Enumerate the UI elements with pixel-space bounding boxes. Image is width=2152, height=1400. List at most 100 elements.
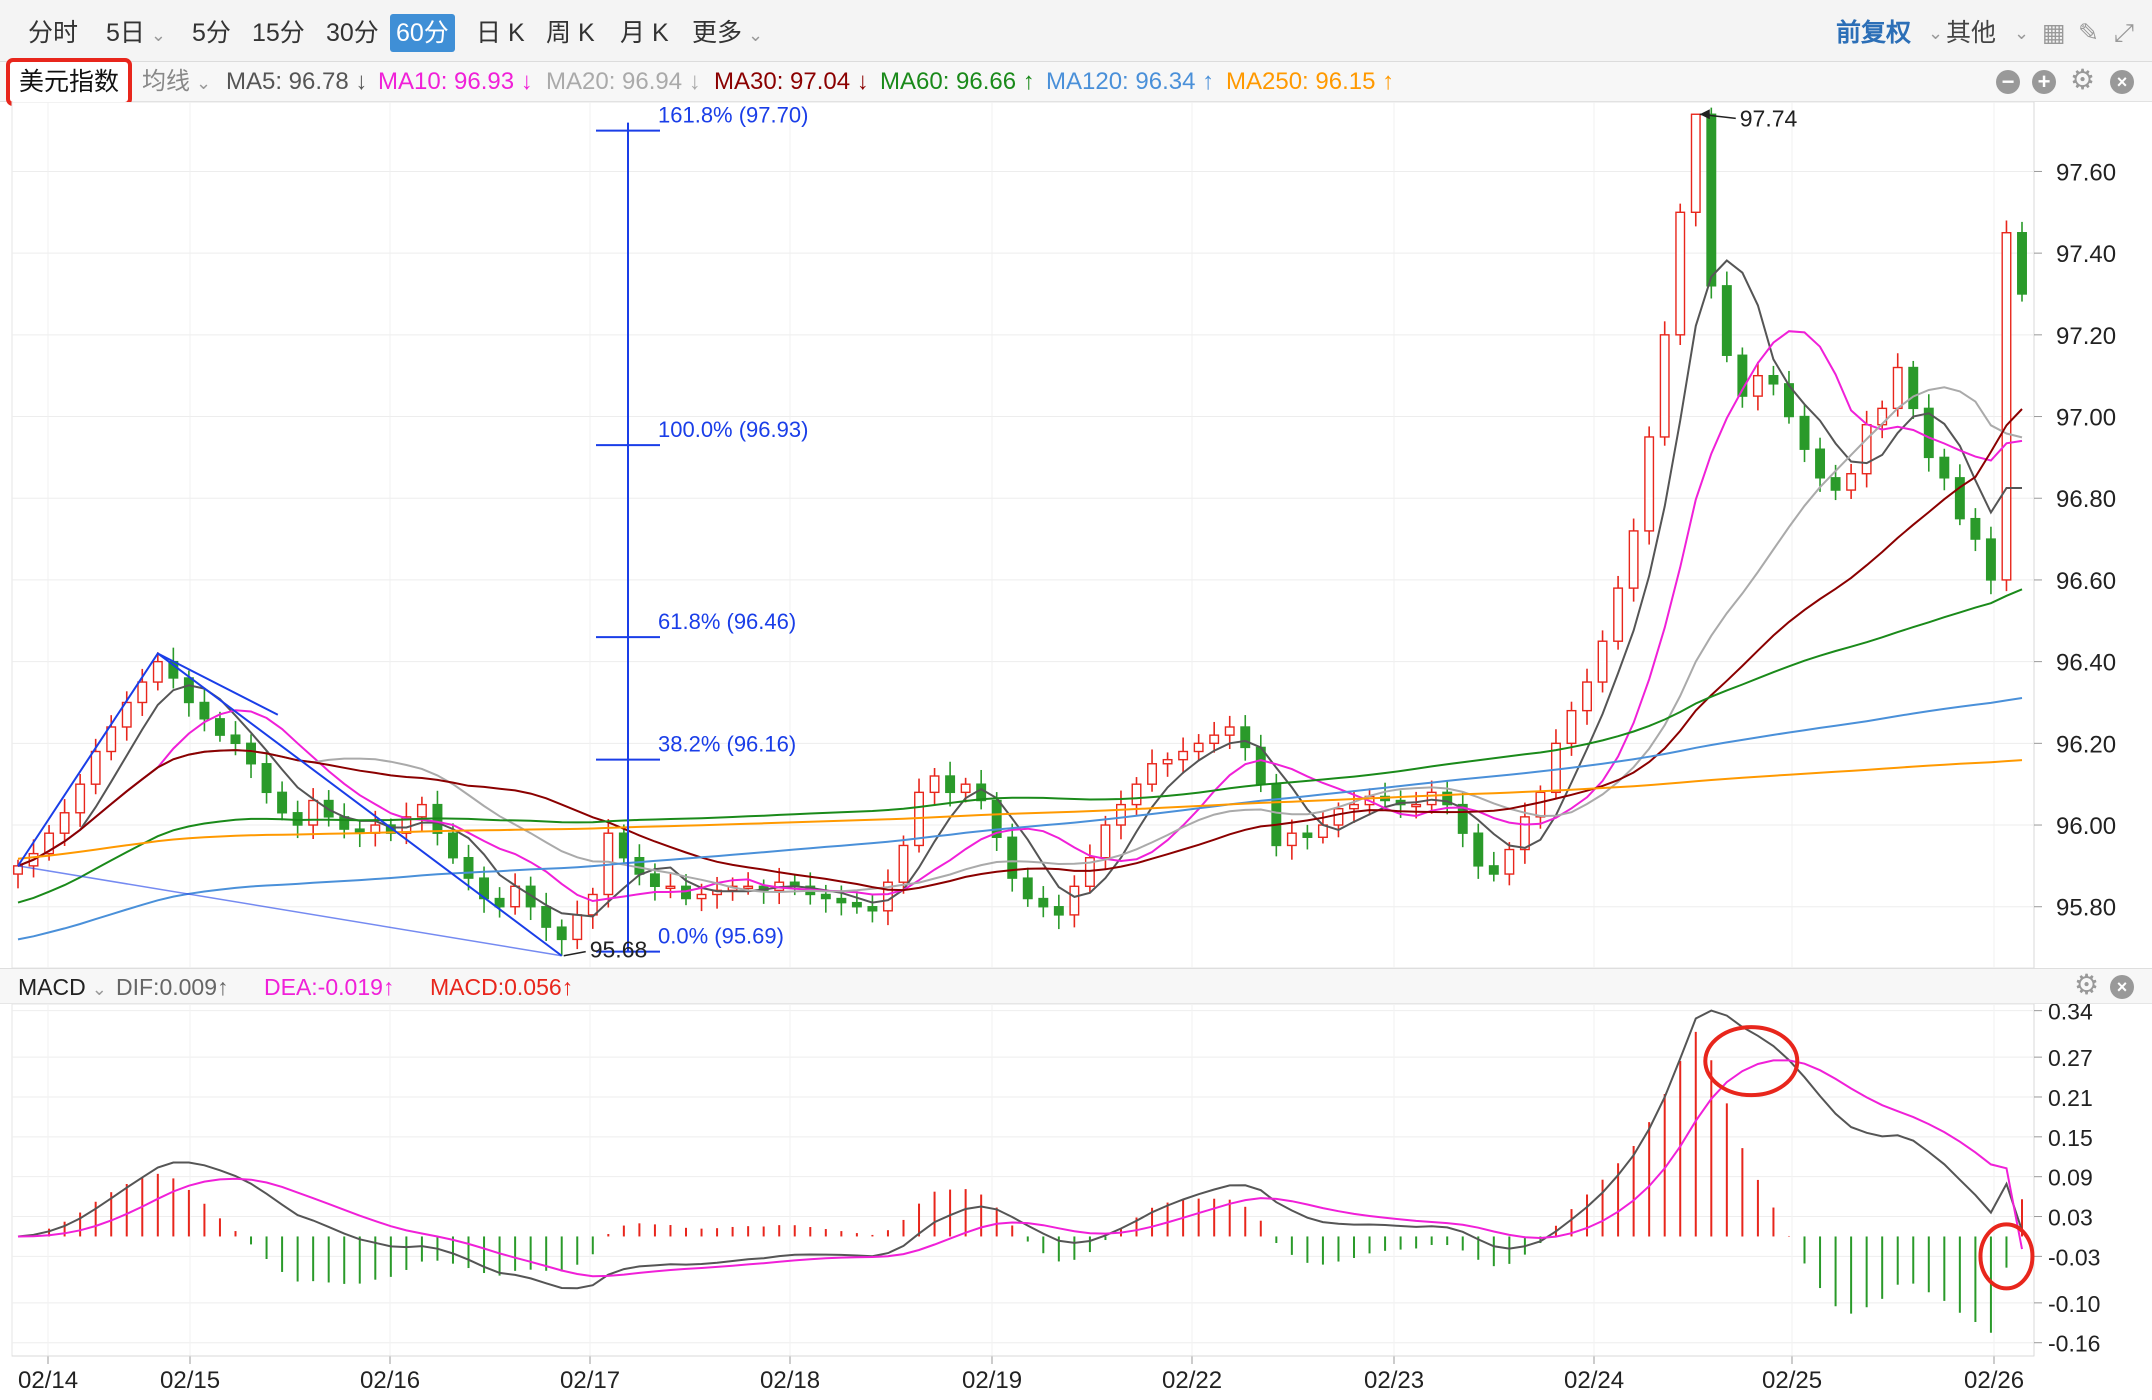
draw-icon[interactable]: ✎	[2078, 19, 2099, 47]
candle	[1457, 791, 1468, 848]
candle-body	[1426, 791, 1437, 806]
gear-icon[interactable]: ⚙	[2074, 969, 2100, 1000]
candle-body	[1830, 477, 1841, 491]
macd-tick-label: -0.10	[2048, 1291, 2100, 1317]
x-tick-label: 02/23	[1364, 1367, 1424, 1394]
candle-body	[1162, 758, 1173, 765]
tab-4[interactable]: 30分	[326, 19, 379, 47]
candle-body	[1131, 783, 1142, 806]
ma-line-ma120	[17, 697, 2023, 941]
candle-body	[851, 901, 862, 908]
candle	[1659, 321, 1670, 446]
candle	[1752, 361, 1763, 411]
close-icon[interactable]: ×	[2110, 70, 2134, 94]
candle-body	[1752, 374, 1763, 397]
x-tick-label: 02/25	[1762, 1367, 1822, 1394]
candle-body	[59, 812, 70, 834]
candle	[463, 844, 474, 891]
ma-menu[interactable]: 均线 ⌄	[142, 68, 212, 95]
price-tick-label: 97.00	[2056, 405, 2116, 432]
ma-line-ma250	[17, 759, 2023, 860]
symbol-button[interactable]: 美元指数	[6, 58, 132, 106]
candle	[494, 887, 505, 918]
candle	[541, 892, 552, 941]
candle	[1737, 347, 1748, 408]
candle-body	[230, 734, 241, 745]
x-tick-label: 02/18	[760, 1367, 820, 1394]
candle	[851, 891, 862, 914]
candle-body	[618, 832, 629, 859]
ma-line-ma10	[17, 330, 2023, 903]
candle-body	[587, 893, 598, 916]
candle	[1147, 749, 1158, 792]
macd-tick-label: 0.34	[2048, 1004, 2093, 1025]
candle-body	[1193, 742, 1204, 753]
candle-body	[44, 832, 55, 855]
candle	[1675, 203, 1686, 345]
candle-body	[1613, 587, 1624, 642]
collapse-icon[interactable]: −	[1996, 70, 2020, 94]
tab-9[interactable]: 更多 ⌄	[686, 14, 769, 52]
adjust-menu[interactable]: 前复权	[1836, 19, 1912, 47]
candle	[1178, 737, 1189, 774]
candle-body	[1768, 374, 1779, 385]
candle-body	[1038, 897, 1049, 908]
macd-menu[interactable]: MACD ⌄	[18, 973, 107, 1003]
fullscreen-icon[interactable]: ⤢	[2114, 19, 2135, 47]
macd-dif-value: DIF:0.009↑	[116, 974, 229, 1000]
chevron-down-icon: ⌄	[1928, 23, 1944, 43]
candle	[1954, 464, 1965, 526]
candle	[587, 887, 598, 929]
candle-body	[1116, 803, 1126, 826]
fib-level-label: 100.0% (96.93)	[658, 417, 808, 442]
tab-6[interactable]: 日 K	[476, 19, 525, 47]
grid-icon[interactable]: ▦	[2042, 19, 2066, 47]
candle-body	[1286, 832, 1297, 847]
candle-body	[214, 718, 225, 736]
tab-3[interactable]: 15分	[252, 19, 305, 47]
macd-tick-label: -0.16	[2048, 1331, 2100, 1357]
candle-body	[1535, 791, 1546, 818]
add-icon[interactable]: +	[2032, 70, 2056, 94]
candle	[1488, 851, 1499, 882]
price-tick-label: 95.80	[2056, 895, 2116, 922]
tab-8[interactable]: 月 K	[620, 19, 669, 47]
x-tick-label: 02/16	[360, 1367, 420, 1394]
x-tick-label: 02/15	[160, 1367, 220, 1394]
price-tick-label: 96.40	[2056, 650, 2116, 677]
tab-0[interactable]: 分时	[28, 19, 79, 47]
candle-body	[1582, 681, 1592, 712]
fib-level-label: 38.2% (96.16)	[658, 732, 796, 757]
gear-icon[interactable]: ⚙	[2070, 64, 2096, 95]
candle	[2001, 220, 2012, 592]
candle	[1613, 575, 1624, 650]
candle	[308, 788, 319, 840]
close-icon[interactable]: ×	[2110, 975, 2134, 999]
candle-body	[1799, 415, 1810, 450]
ma-line-ma30	[17, 408, 2023, 892]
low-marker-arrow	[563, 950, 586, 957]
high-marker-label: 97.74	[1740, 105, 1798, 131]
high-marker-arrowhead	[1699, 109, 1710, 120]
candle	[1939, 448, 1950, 491]
candle-body	[199, 701, 210, 720]
candle-body	[1457, 803, 1468, 834]
tab-7[interactable]: 周 K	[546, 19, 595, 47]
candle-body	[2017, 232, 2027, 295]
candle	[1706, 107, 1717, 299]
candle-body	[525, 885, 536, 908]
candle	[277, 781, 288, 821]
ma-legend-5: MA120: 96.34 ↑	[1046, 68, 1215, 95]
candle-body	[416, 803, 427, 818]
ma-legend-2: MA20: 96.94 ↓	[546, 68, 701, 95]
tab-2[interactable]: 5分	[192, 19, 231, 47]
candle	[214, 711, 225, 742]
tab-5[interactable]: 60分	[390, 14, 455, 52]
other-menu[interactable]: 其他	[1946, 19, 1997, 47]
x-tick-label: 02/26	[1964, 1367, 2024, 1394]
price-tick-label: 96.80	[2056, 486, 2116, 513]
chevron-down-icon: ⌄	[150, 25, 166, 45]
candle-body	[1100, 824, 1111, 859]
candle	[183, 670, 194, 717]
tab-1[interactable]: 5日 ⌄	[100, 14, 172, 52]
